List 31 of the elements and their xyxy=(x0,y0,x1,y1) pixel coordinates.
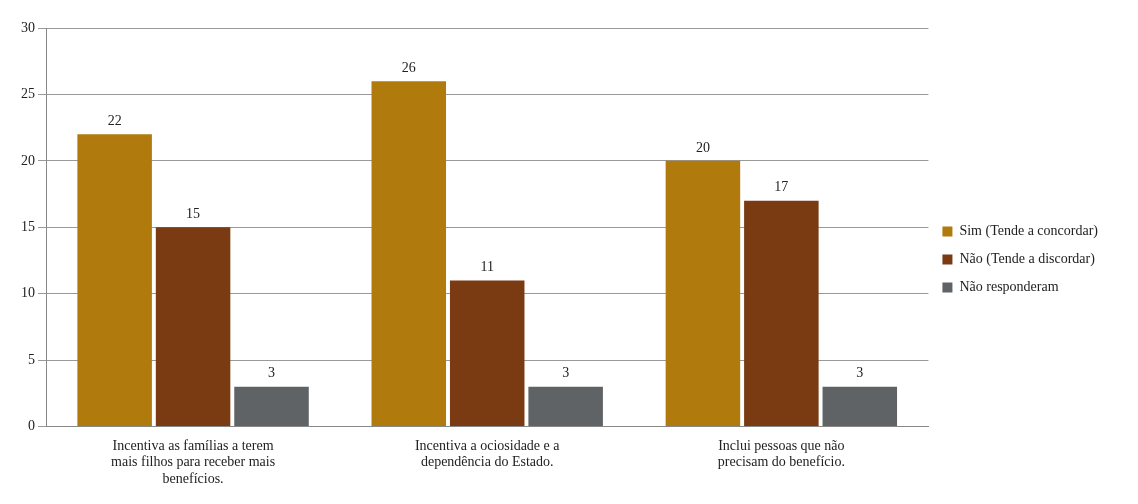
x-tick-label: Incentiva as famílias a terem mais filhos para receber mais benefícios. xyxy=(111,437,276,487)
y-tick-label: 10 xyxy=(21,285,35,301)
bar xyxy=(449,280,525,427)
data-label: 15 xyxy=(186,205,201,221)
legend-label: Não (Tende a discordar) xyxy=(959,251,1096,268)
legend-label: Sim (Tende a concordar) xyxy=(959,223,1099,240)
y-tick-label: 25 xyxy=(21,86,35,102)
data-label: 3 xyxy=(856,365,864,381)
bar xyxy=(234,386,309,427)
bar xyxy=(665,160,741,427)
bar xyxy=(77,134,152,427)
y-tick-label: 0 xyxy=(28,418,35,434)
data-label: 22 xyxy=(107,112,122,128)
y-tick-label: 30 xyxy=(21,19,35,35)
data-label: 3 xyxy=(562,365,570,381)
data-label: 17 xyxy=(774,179,789,195)
data-label: 11 xyxy=(480,259,494,275)
y-tick-label: 20 xyxy=(21,152,35,168)
bar xyxy=(822,386,898,427)
bar xyxy=(371,81,447,427)
bar xyxy=(528,386,603,427)
bar xyxy=(744,200,819,427)
bar xyxy=(155,227,231,427)
x-tick-label: Incentiva a ociosidade e a dependência do Estado. xyxy=(414,437,561,470)
y-tick-label: 5 xyxy=(28,351,35,367)
y-tick-label: 15 xyxy=(21,218,35,234)
legend-label: Não responderam xyxy=(959,279,1059,295)
data-label: 26 xyxy=(401,59,416,75)
x-tick-label: Inclui pessoas que não precisam do benefício. xyxy=(717,437,845,470)
data-label: 3 xyxy=(268,365,276,381)
data-label: 20 xyxy=(695,139,710,155)
